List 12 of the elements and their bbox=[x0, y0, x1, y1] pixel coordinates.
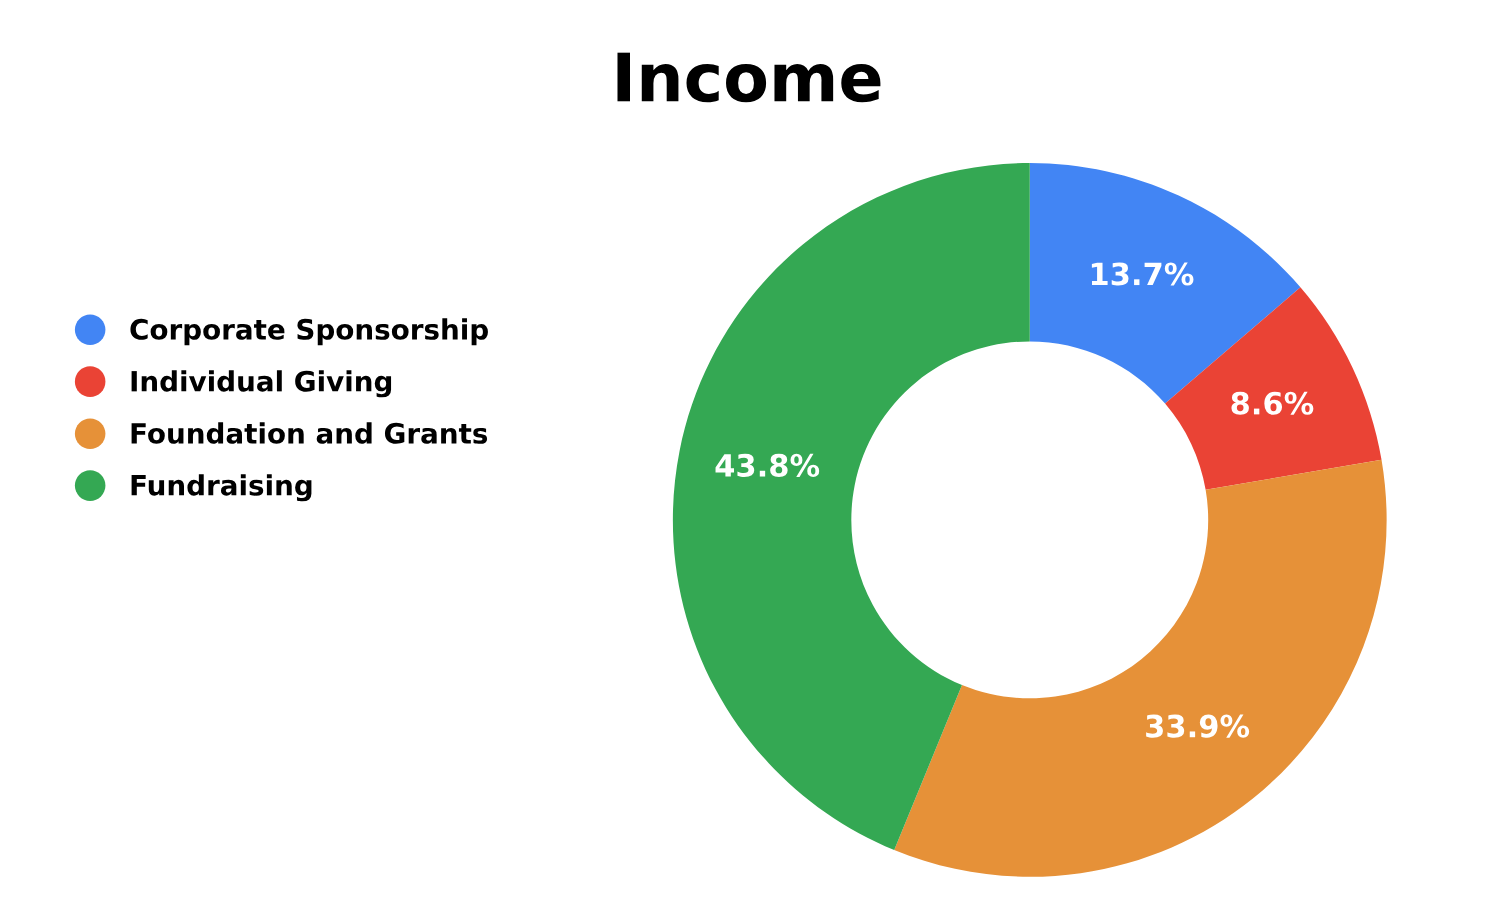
donut-slice bbox=[672, 163, 1030, 851]
donut-slice bbox=[894, 459, 1387, 877]
data-label: 43.8% bbox=[715, 453, 820, 477]
legend-label: Foundation and Grants bbox=[131, 422, 488, 444]
legend-label: Individual Giving bbox=[131, 370, 392, 398]
legend-label: Fundraising bbox=[131, 474, 312, 502]
chart-title: Income bbox=[617, 52, 881, 103]
legend-label: Corporate Sponsorship bbox=[130, 318, 488, 346]
data-label: 13.7% bbox=[1091, 262, 1194, 286]
data-label: 8.6% bbox=[1231, 391, 1314, 415]
donut-slice bbox=[1165, 287, 1382, 490]
data-label: 33.9% bbox=[1146, 714, 1250, 738]
